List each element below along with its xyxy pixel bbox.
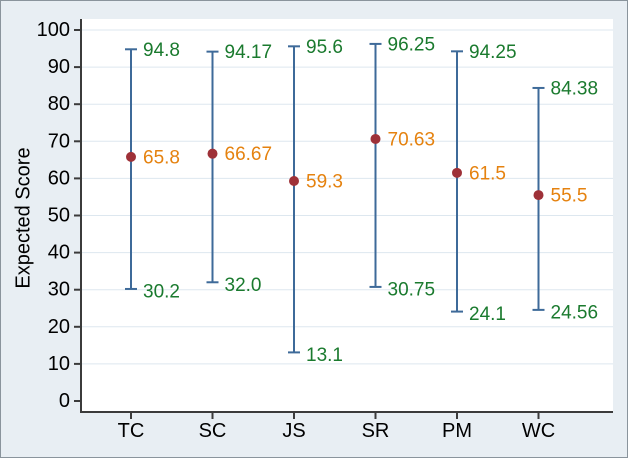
upper-value-label: 94.25 xyxy=(469,42,517,63)
mean-dot xyxy=(289,175,299,186)
lower-value-label: 24.1 xyxy=(469,304,506,325)
lower-value-label: 32.0 xyxy=(225,275,262,296)
y-tick-label: 0 xyxy=(59,390,70,412)
upper-value-label: 94.17 xyxy=(225,42,273,63)
x-tick-label: PM xyxy=(442,420,472,442)
upper-value-label: 94.8 xyxy=(143,40,180,61)
y-tick-label: 20 xyxy=(48,316,70,338)
lower-value-label: 24.56 xyxy=(551,302,599,323)
y-tick-label: 10 xyxy=(48,353,70,375)
lower-value-label: 30.75 xyxy=(388,279,436,300)
upper-value-label: 84.38 xyxy=(551,78,599,99)
mean-value-label: 70.63 xyxy=(388,129,436,150)
x-tick-label: SC xyxy=(199,420,227,442)
y-tick-label: 30 xyxy=(48,279,70,301)
mean-value-label: 55.5 xyxy=(551,186,588,207)
y-tick-label: 50 xyxy=(48,205,70,227)
y-tick-label: 40 xyxy=(48,242,70,264)
x-tick-label: SR xyxy=(362,420,390,442)
x-tick-label: JS xyxy=(282,420,305,442)
y-tick-label: 70 xyxy=(48,130,70,152)
upper-value-label: 95.6 xyxy=(306,37,343,58)
y-tick-label: 80 xyxy=(48,93,70,115)
x-tick-label: TC xyxy=(118,420,145,442)
mean-dot xyxy=(533,190,544,201)
mean-dot xyxy=(370,133,381,144)
x-tick-label: WC xyxy=(522,420,555,442)
mean-value-label: 59.3 xyxy=(306,171,343,192)
mean-value-label: 61.5 xyxy=(469,163,506,184)
mean-dot xyxy=(452,167,462,178)
y-tick-label: 60 xyxy=(48,167,70,189)
y-tick-label: 90 xyxy=(48,56,70,78)
mean-value-label: 65.8 xyxy=(143,147,180,168)
lower-value-label: 30.2 xyxy=(143,281,180,302)
lower-value-label: 13.1 xyxy=(306,345,343,366)
upper-value-label: 96.25 xyxy=(388,34,436,55)
y-tick-label: 100 xyxy=(37,19,70,41)
mean-dot xyxy=(126,151,136,162)
mean-value-label: 66.67 xyxy=(225,144,273,165)
y-axis-title: Expected Score xyxy=(12,147,35,289)
mean-dot xyxy=(207,148,218,159)
